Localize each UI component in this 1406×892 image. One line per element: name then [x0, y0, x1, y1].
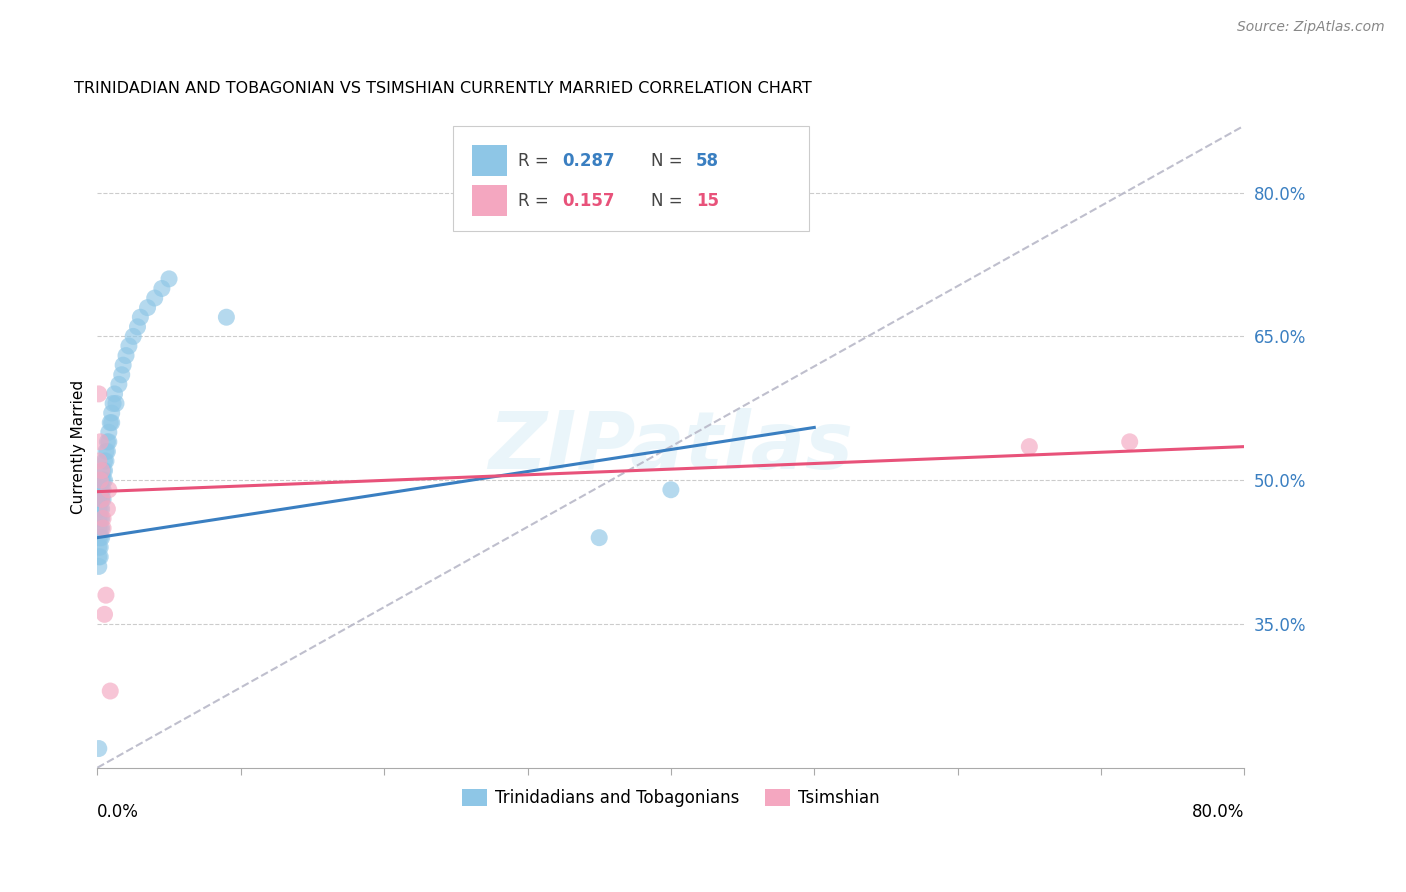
Point	[90, 492, 112, 507]
Point	[112, 358, 135, 372]
Point	[89, 521, 111, 535]
Point	[104, 396, 127, 410]
Point	[87, 454, 110, 468]
Text: 58: 58	[696, 152, 718, 169]
Point	[122, 329, 145, 343]
Point	[127, 319, 149, 334]
Text: 0.0%: 0.0%	[97, 803, 139, 821]
Point	[89, 531, 111, 545]
Point	[143, 291, 166, 305]
Point	[87, 492, 110, 507]
Text: ZIPatlas: ZIPatlas	[488, 408, 853, 485]
Point	[87, 387, 110, 401]
Point	[87, 502, 110, 516]
Point	[87, 741, 110, 756]
Point	[98, 416, 121, 430]
Point	[96, 444, 118, 458]
Point	[91, 511, 114, 525]
Y-axis label: Currently Married: Currently Married	[72, 380, 86, 514]
Point	[94, 454, 117, 468]
Point	[1018, 440, 1040, 454]
Point	[89, 492, 111, 507]
Text: N =: N =	[651, 192, 689, 210]
Point	[91, 464, 114, 478]
Point	[87, 531, 110, 545]
Point	[89, 473, 111, 487]
Point	[150, 281, 173, 295]
Point	[111, 368, 134, 382]
FancyBboxPatch shape	[472, 186, 506, 216]
Point	[87, 541, 110, 555]
Point	[118, 339, 141, 353]
Point	[100, 416, 122, 430]
Point	[87, 559, 110, 574]
Point	[93, 454, 115, 468]
Point	[588, 531, 610, 545]
Point	[90, 502, 112, 516]
Point	[89, 511, 111, 525]
Point	[87, 521, 110, 535]
Point	[1118, 434, 1140, 449]
FancyBboxPatch shape	[453, 126, 808, 232]
Point	[90, 473, 112, 487]
Text: 15: 15	[696, 192, 718, 210]
Text: N =: N =	[651, 152, 689, 169]
Legend: Trinidadians and Tobagonians, Tsimshian: Trinidadians and Tobagonians, Tsimshian	[456, 782, 886, 814]
Text: R =: R =	[519, 192, 554, 210]
Point	[115, 349, 138, 363]
Point	[91, 473, 114, 487]
Point	[94, 444, 117, 458]
Point	[90, 531, 112, 545]
Text: 80.0%: 80.0%	[1192, 803, 1244, 821]
Point	[90, 521, 112, 535]
Point	[96, 434, 118, 449]
Point	[89, 483, 111, 497]
Point	[90, 511, 112, 525]
Point	[91, 483, 114, 497]
Point	[108, 377, 131, 392]
Text: 0.287: 0.287	[562, 152, 614, 169]
Point	[93, 464, 115, 478]
Point	[96, 502, 118, 516]
Point	[659, 483, 682, 497]
Point	[91, 492, 114, 507]
Point	[97, 434, 120, 449]
Point	[157, 272, 180, 286]
Point	[129, 310, 152, 325]
Point	[100, 406, 122, 420]
Point	[89, 434, 111, 449]
Point	[91, 521, 114, 535]
Point	[97, 425, 120, 440]
Text: 0.157: 0.157	[562, 192, 614, 210]
Point	[103, 387, 125, 401]
Point	[89, 541, 111, 555]
Point	[90, 464, 112, 478]
Point	[90, 492, 112, 507]
Point	[87, 549, 110, 564]
Point	[89, 502, 111, 516]
Point	[215, 310, 238, 325]
Point	[94, 588, 117, 602]
Point	[89, 549, 111, 564]
Point	[93, 473, 115, 487]
Point	[98, 684, 121, 698]
Text: Source: ZipAtlas.com: Source: ZipAtlas.com	[1237, 20, 1385, 34]
Point	[97, 483, 120, 497]
Text: TRINIDADIAN AND TOBAGONIAN VS TSIMSHIAN CURRENTLY MARRIED CORRELATION CHART: TRINIDADIAN AND TOBAGONIAN VS TSIMSHIAN …	[75, 80, 813, 95]
Point	[101, 396, 124, 410]
Point	[136, 301, 159, 315]
Point	[93, 607, 115, 622]
Point	[87, 511, 110, 525]
FancyBboxPatch shape	[472, 145, 506, 177]
Point	[90, 483, 112, 497]
Text: R =: R =	[519, 152, 554, 169]
